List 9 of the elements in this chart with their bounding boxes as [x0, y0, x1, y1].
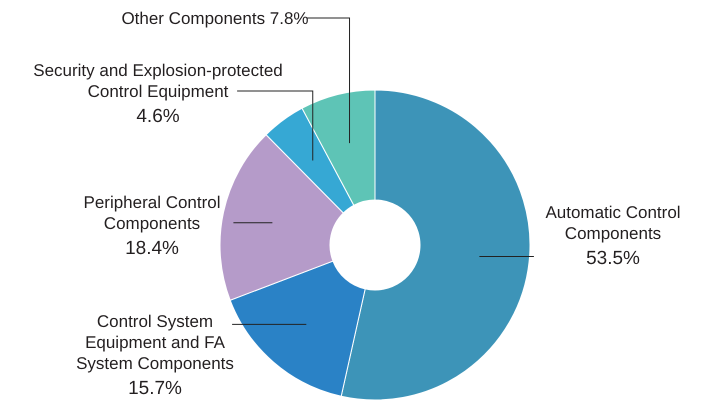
data-label: 15.7%: [128, 378, 182, 399]
data-label: 53.5%: [586, 248, 640, 269]
slice-label: Peripheral Control Components: [83, 193, 221, 233]
slice-label: Control System Equipment and FA System Components: [76, 312, 234, 373]
slice-label: Security and Explosion-protected Control Equipment: [33, 61, 283, 101]
data-label: 4.6%: [136, 106, 180, 127]
slice-label: Automatic Control Components: [545, 203, 681, 243]
data-label: 18.4%: [125, 238, 180, 259]
slice-label: Other Components 7.8%: [121, 9, 309, 28]
